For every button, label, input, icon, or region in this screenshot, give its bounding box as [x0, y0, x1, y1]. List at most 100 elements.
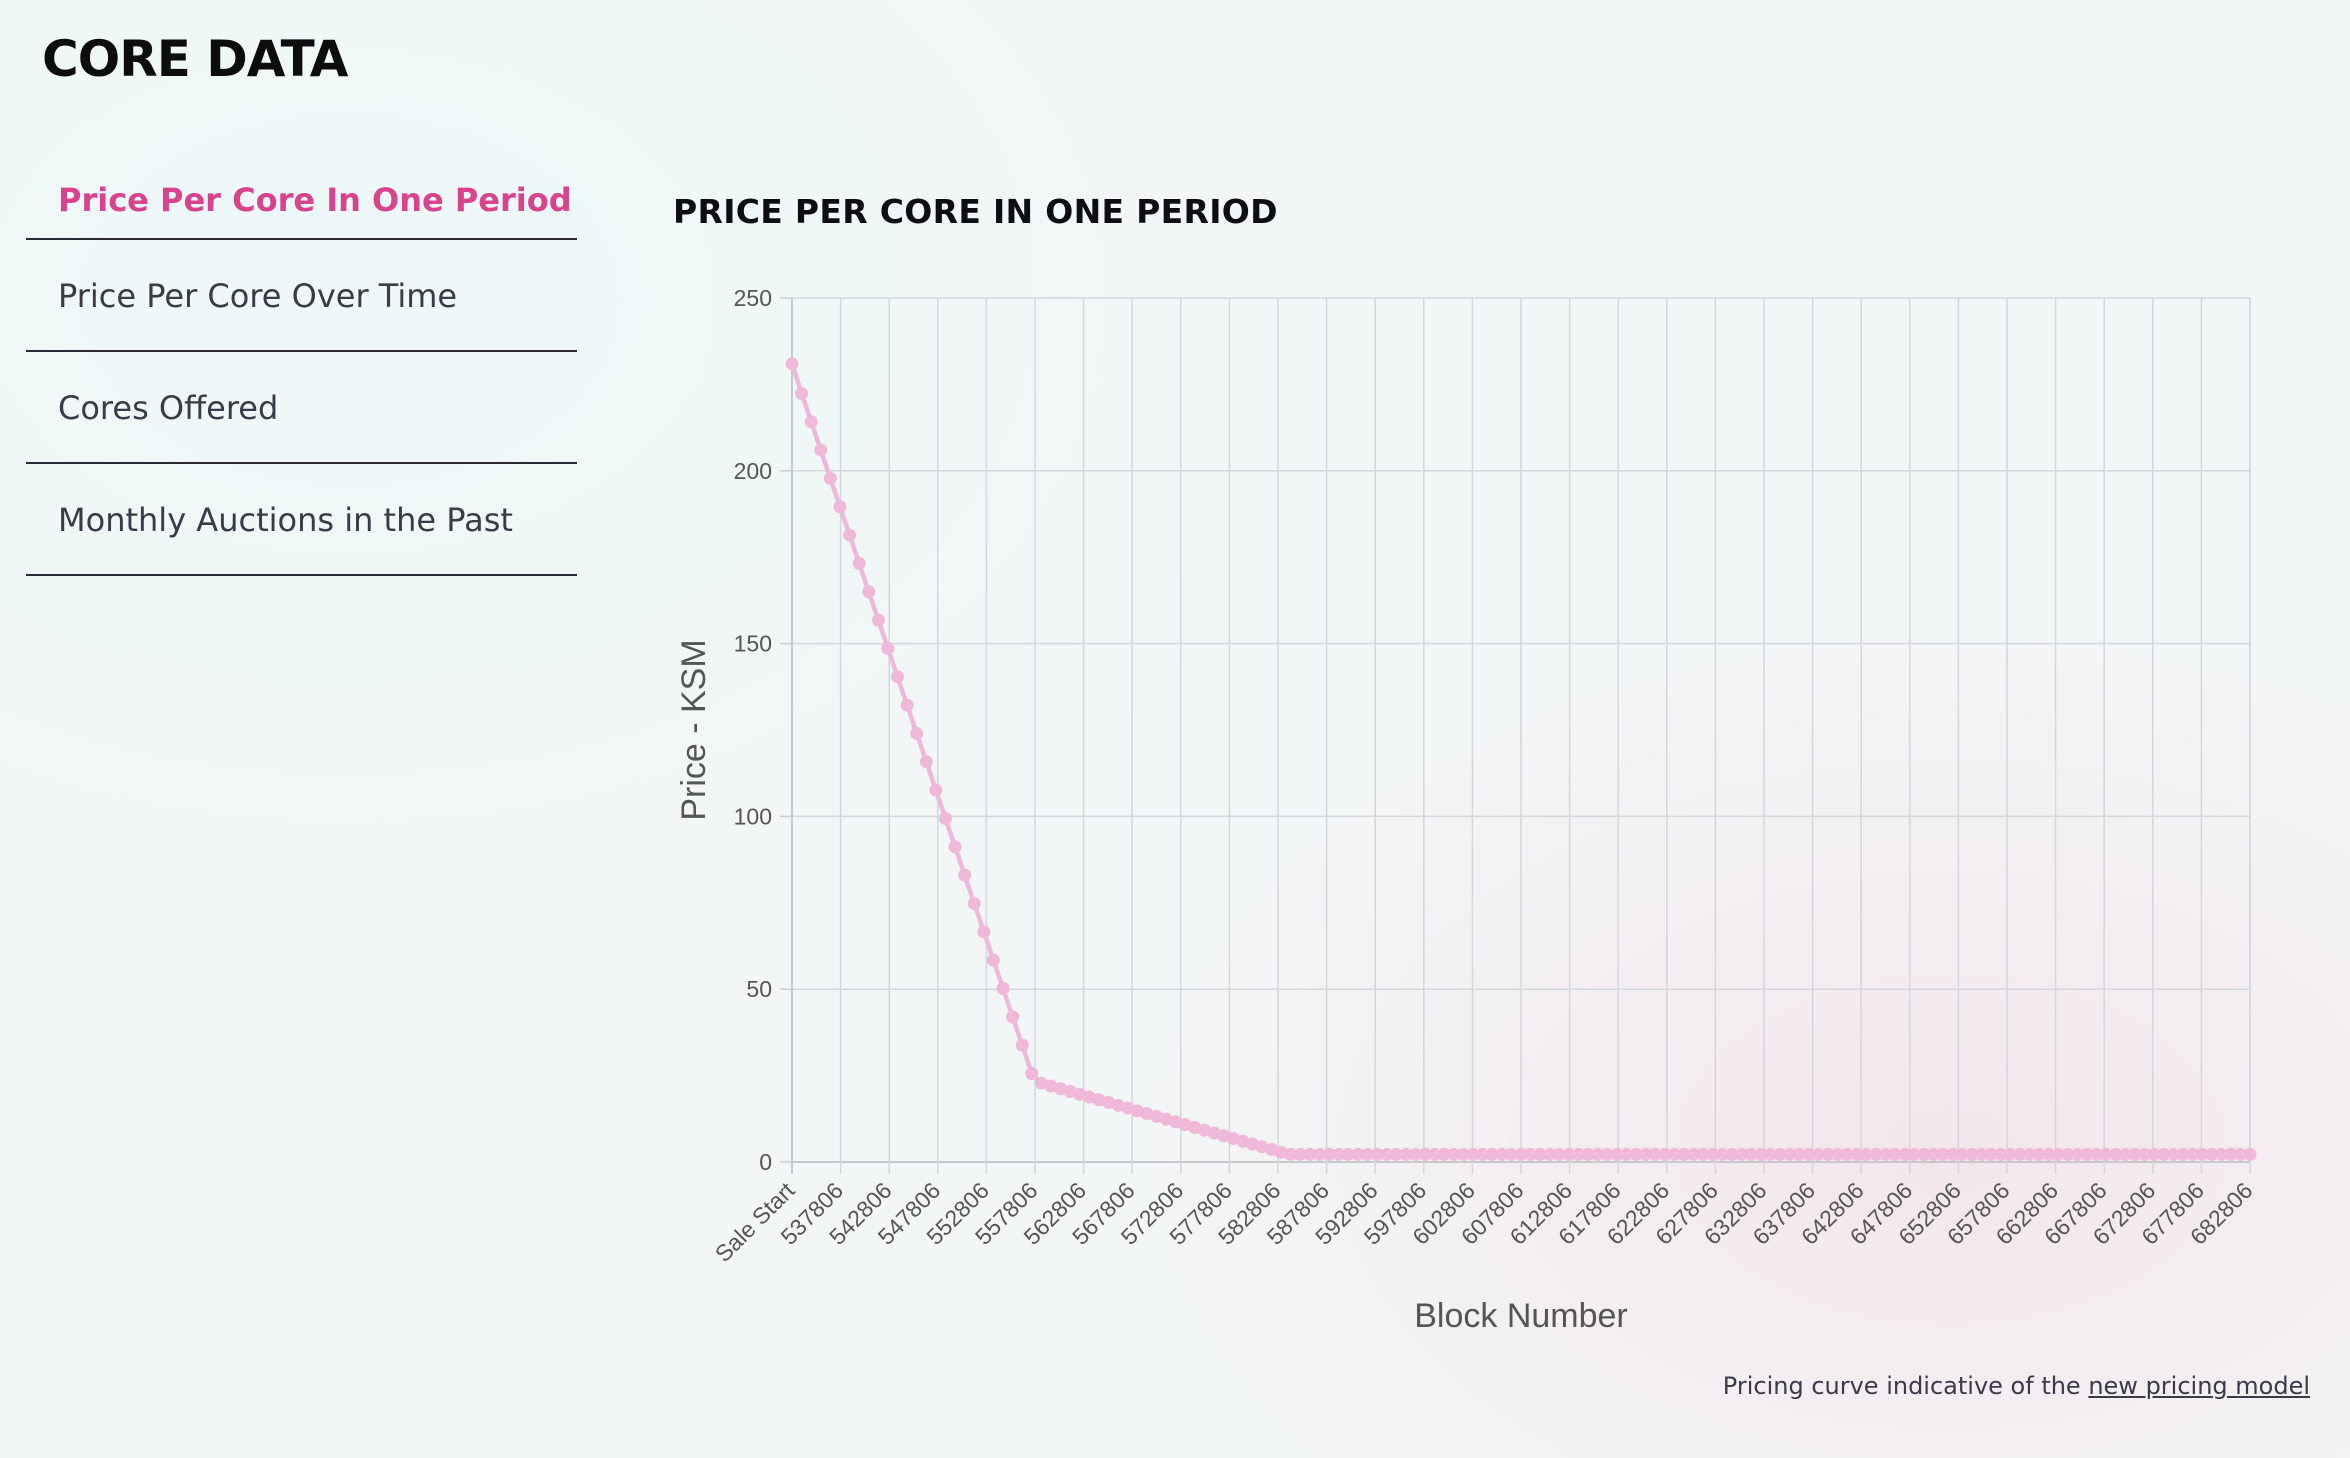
data-point[interactable] — [2224, 1147, 2238, 1161]
data-point[interactable] — [2137, 1147, 2151, 1161]
nav-item-price-per-core-in-one-period[interactable]: Price Per Core In One Period — [26, 160, 577, 240]
data-point[interactable] — [2214, 1147, 2228, 1161]
data-point[interactable] — [1677, 1147, 1691, 1161]
data-point[interactable] — [1332, 1147, 1346, 1161]
data-point[interactable] — [814, 443, 828, 457]
data-point[interactable] — [1456, 1147, 1470, 1161]
data-point[interactable] — [1313, 1147, 1327, 1161]
data-point[interactable] — [1783, 1147, 1797, 1161]
data-point[interactable] — [1850, 1147, 1864, 1161]
data-point[interactable] — [929, 783, 943, 797]
data-point[interactable] — [1620, 1147, 1634, 1161]
data-point[interactable] — [1888, 1147, 1902, 1161]
data-point[interactable] — [1994, 1147, 2008, 1161]
data-point[interactable] — [938, 811, 952, 825]
data-point[interactable] — [852, 556, 866, 570]
data-point[interactable] — [2109, 1147, 2123, 1161]
data-point[interactable] — [2205, 1147, 2219, 1161]
data-point[interactable] — [785, 357, 799, 371]
data-point[interactable] — [900, 698, 914, 712]
data-point[interactable] — [1811, 1147, 1825, 1161]
data-point[interactable] — [1303, 1147, 1317, 1161]
data-point[interactable] — [881, 641, 895, 655]
data-point[interactable] — [2233, 1147, 2247, 1161]
new-pricing-model-link[interactable]: new pricing model — [2088, 1372, 2310, 1400]
data-point[interactable] — [958, 868, 972, 882]
data-point[interactable] — [1524, 1147, 1538, 1161]
data-point[interactable] — [2166, 1147, 2180, 1161]
data-point[interactable] — [910, 726, 924, 740]
data-point[interactable] — [1821, 1147, 1835, 1161]
data-point[interactable] — [795, 386, 809, 400]
data-point[interactable] — [1408, 1147, 1422, 1161]
data-point[interactable] — [891, 670, 905, 684]
data-point[interactable] — [1802, 1147, 1816, 1161]
data-point[interactable] — [1907, 1147, 1921, 1161]
data-point[interactable] — [2118, 1147, 2132, 1161]
data-point[interactable] — [833, 500, 847, 514]
data-point[interactable] — [2147, 1147, 2161, 1161]
data-point[interactable] — [1926, 1147, 1940, 1161]
data-point[interactable] — [2032, 1147, 2046, 1161]
data-point[interactable] — [1974, 1147, 1988, 1161]
nav-item-price-per-core-over-time[interactable]: Price Per Core Over Time — [26, 240, 577, 352]
data-point[interactable] — [1418, 1147, 1432, 1161]
data-point[interactable] — [2157, 1147, 2171, 1161]
data-point[interactable] — [1495, 1147, 1509, 1161]
data-point[interactable] — [1610, 1147, 1624, 1161]
data-point[interactable] — [1879, 1147, 1892, 1161]
data-point[interactable] — [977, 925, 991, 939]
data-point[interactable] — [1447, 1147, 1461, 1161]
data-point[interactable] — [1639, 1147, 1653, 1161]
data-point[interactable] — [1399, 1147, 1413, 1161]
data-point[interactable] — [2099, 1147, 2113, 1161]
data-point[interactable] — [823, 471, 837, 485]
data-point[interactable] — [2051, 1147, 2065, 1161]
data-point[interactable] — [2195, 1147, 2209, 1161]
data-point[interactable] — [1859, 1147, 1873, 1161]
data-point[interactable] — [1025, 1067, 1039, 1081]
data-point[interactable] — [1562, 1147, 1576, 1161]
data-point[interactable] — [1533, 1147, 1547, 1161]
data-point[interactable] — [2185, 1147, 2199, 1161]
data-point[interactable] — [1763, 1147, 1777, 1161]
data-point[interactable] — [2080, 1147, 2094, 1161]
data-point[interactable] — [948, 840, 962, 854]
data-point[interactable] — [1514, 1147, 1528, 1161]
data-point[interactable] — [1687, 1147, 1701, 1161]
data-point[interactable] — [1322, 1147, 1336, 1161]
data-point[interactable] — [2013, 1147, 2027, 1161]
data-point[interactable] — [1898, 1147, 1912, 1161]
data-point[interactable] — [1648, 1147, 1662, 1161]
data-point[interactable] — [2003, 1147, 2017, 1161]
data-point[interactable] — [1437, 1147, 1451, 1161]
data-point[interactable] — [1946, 1147, 1960, 1161]
data-point[interactable] — [1341, 1147, 1355, 1161]
nav-item-monthly-auctions[interactable]: Monthly Auctions in the Past — [26, 464, 577, 576]
data-point[interactable] — [1504, 1147, 1518, 1161]
data-point[interactable] — [1936, 1147, 1950, 1161]
data-point[interactable] — [1006, 1010, 1020, 1024]
data-point[interactable] — [2243, 1147, 2257, 1161]
data-point[interactable] — [2176, 1147, 2190, 1161]
data-point[interactable] — [2128, 1147, 2142, 1161]
data-point[interactable] — [1744, 1147, 1758, 1161]
data-point[interactable] — [1380, 1147, 1394, 1161]
data-point[interactable] — [1466, 1147, 1480, 1161]
data-point[interactable] — [2061, 1147, 2075, 1161]
data-point[interactable] — [1840, 1147, 1854, 1161]
data-point[interactable] — [1389, 1147, 1403, 1161]
data-point[interactable] — [1869, 1147, 1883, 1161]
data-point[interactable] — [871, 613, 885, 627]
data-point[interactable] — [1015, 1038, 1029, 1052]
data-point[interactable] — [1284, 1147, 1298, 1161]
data-point[interactable] — [1370, 1147, 1384, 1161]
data-point[interactable] — [1581, 1147, 1595, 1161]
data-point[interactable] — [996, 982, 1010, 996]
data-point[interactable] — [862, 585, 876, 599]
data-point[interactable] — [967, 896, 981, 910]
data-point[interactable] — [843, 528, 857, 542]
data-point[interactable] — [986, 953, 1000, 967]
data-point[interactable] — [1984, 1147, 1998, 1161]
data-point[interactable] — [1725, 1147, 1739, 1161]
